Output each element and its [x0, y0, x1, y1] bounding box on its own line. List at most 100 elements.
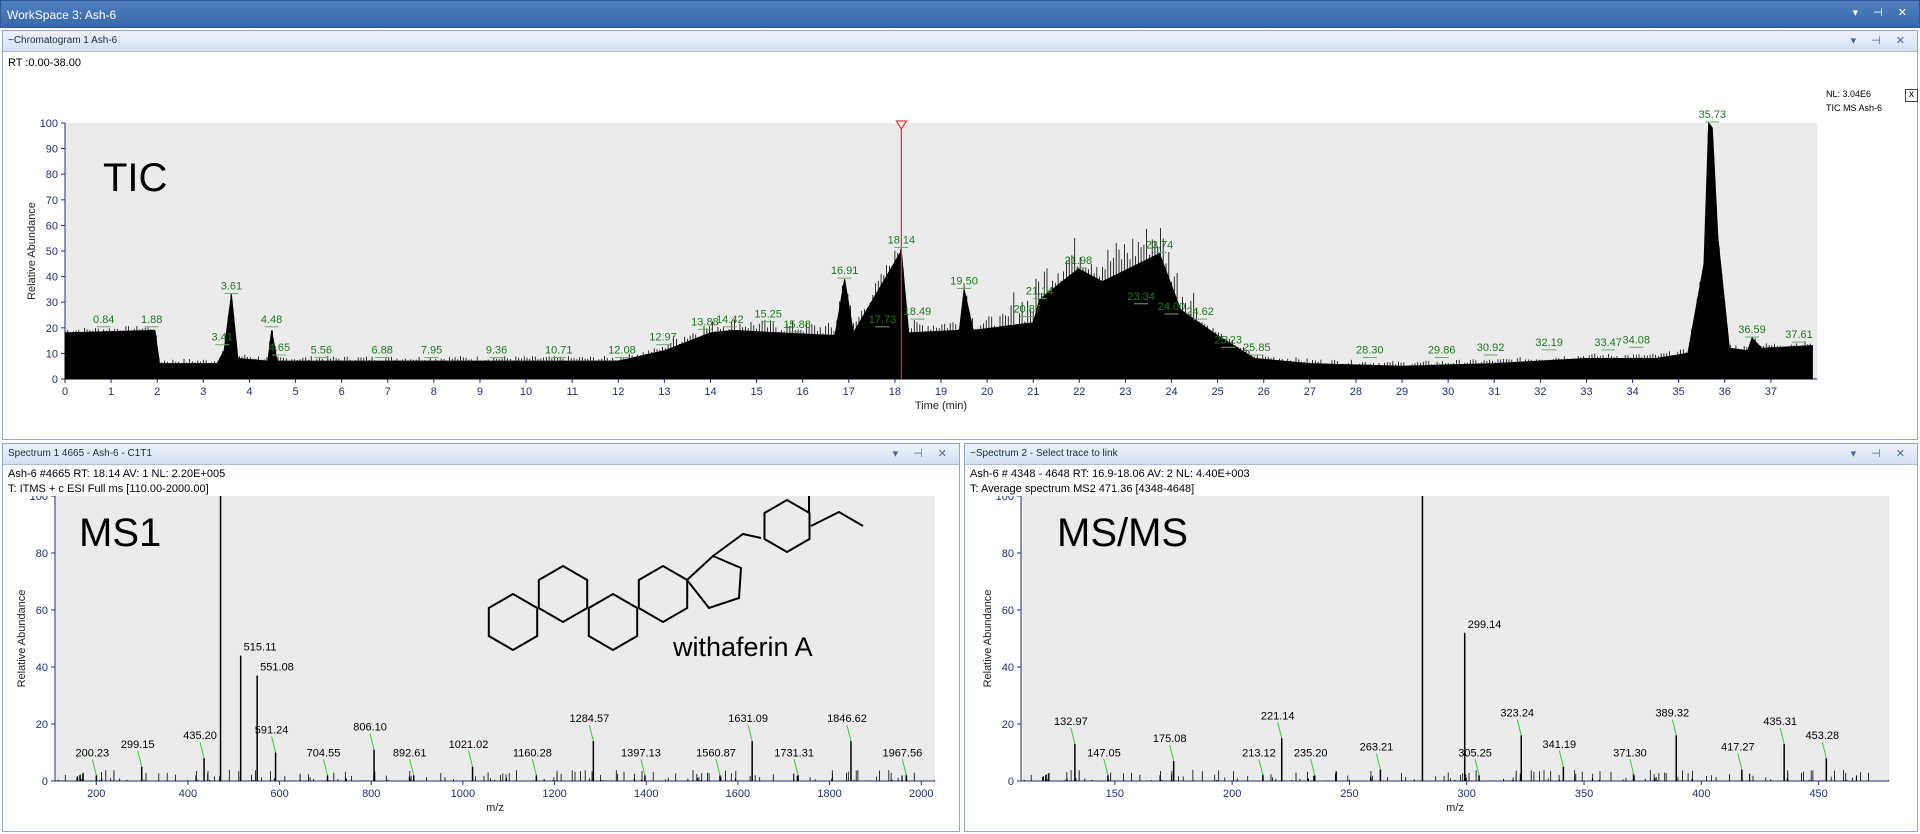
peak-label: 21.98: [1065, 255, 1093, 267]
spectrum1-y-tick-label: 60: [36, 605, 48, 617]
spectrum2-x-tick-label: 300: [1458, 788, 1476, 800]
peak-label: 25.85: [1243, 342, 1271, 354]
spectrum2-peak-label: 417.27: [1721, 742, 1755, 754]
chromatogram-x-tick-label: 4: [246, 386, 252, 398]
spectrum2-peak-label: 299.14: [1468, 619, 1502, 631]
peak-label: 30.92: [1477, 342, 1505, 354]
compound-name: withaferin A: [672, 632, 813, 662]
spectrum2-info-line2: T: Average spectrum MS2 471.36 [4348-464…: [970, 483, 1195, 495]
spectrum2-x-tick-label: 450: [1809, 788, 1827, 800]
peak-label: 6.88: [371, 345, 392, 357]
peak-label: 19.50: [950, 275, 978, 287]
peak-label: 29.86: [1428, 345, 1456, 357]
peak-label: 23.34: [1127, 291, 1155, 303]
spectrum1-x-tick-label: 1600: [726, 788, 750, 800]
spectrum1-y-tick-label: 100: [30, 496, 48, 503]
peak-label: 34.08: [1623, 334, 1651, 346]
spectrum2-peak-leader: [1474, 759, 1480, 776]
spectrum1-y-tick-label: 40: [36, 662, 48, 674]
spectrum1-peak-label: 806.10: [353, 722, 387, 734]
spectrum1-peak-label: 435.20: [183, 730, 217, 742]
spectrum2-peak-leader: [1779, 727, 1785, 745]
spectrum2-y-tick-label: 0: [1008, 776, 1014, 788]
chromatogram-panel-controls[interactable]: ▾ ⊣ ✕: [1850, 35, 1911, 47]
spectrum1-peak-leader: [531, 759, 537, 776]
chromatogram-x-tick-label: 36: [1719, 386, 1731, 398]
spectrum2-peak-label: 132.97: [1054, 716, 1088, 728]
peak-label: 3.41: [212, 332, 233, 344]
chromatogram-x-tick-label: 3: [200, 386, 206, 398]
chromatogram-header-title: ~Chromatogram 1 Ash-6: [8, 35, 118, 46]
spectrum1-peak-label: 1631.09: [728, 713, 768, 725]
spectrum2-y-tick-label: 100: [996, 496, 1014, 503]
peak-label: 12.08: [608, 345, 636, 357]
peak-label: 24.62: [1186, 306, 1214, 318]
workspace-titlebar: WorkSpace 3: Ash-6 ▾ ⊣ ✕: [0, 0, 1920, 28]
peak-label: 28.30: [1356, 345, 1384, 357]
close-trace-icon[interactable]: x: [1905, 89, 1918, 102]
spectrum1-peak-label: 551.08: [260, 662, 294, 674]
spectrum2-peak-leader: [1737, 753, 1743, 770]
spectrum2-peak-leader: [1258, 759, 1264, 776]
spectrum1-peak-leader: [137, 750, 143, 767]
spectrum1-x-axis-label: m/z: [486, 802, 504, 814]
spectrum2-peak-label: 305.25: [1458, 747, 1492, 759]
spectrum1-peak-label: 704.55: [307, 747, 341, 759]
chromatogram-x-tick-label: 22: [1073, 386, 1085, 398]
chromatogram-x-tick-label: 9: [477, 386, 483, 398]
spectrum1-peak-label: 299.15: [121, 739, 155, 751]
spectrum1-peak-leader: [901, 759, 907, 776]
chromatogram-x-tick-label: 19: [935, 386, 947, 398]
spectrum1-x-tick-label: 600: [270, 788, 288, 800]
workspace-window-controls[interactable]: ▾ ⊣ ✕: [1852, 7, 1913, 19]
chromatogram-x-tick-label: 15: [750, 386, 762, 398]
chromatogram-x-tick-label: 21: [1027, 386, 1039, 398]
spectrum1-plot[interactable]: 0 20 40 60 80 100 200 400 600 800 1000 1200 1400 1600…: [3, 496, 959, 832]
spectrum1-x-tick-label: 2000: [909, 788, 933, 800]
spectrum1-info-line2: T: ITMS + c ESI Full ms [110.00-2000.00]: [8, 483, 209, 495]
spectrum1-panel-controls[interactable]: ▾ ⊣ ✕: [892, 448, 953, 460]
chromatogram-x-tick-label: 16: [797, 386, 809, 398]
chromatogram-x-tick-label: 20: [981, 386, 993, 398]
spectrum2-x-tick-label: 200: [1223, 788, 1241, 800]
chromatogram-x-tick-label: 23: [1119, 386, 1131, 398]
spectrum2-x-tick-label: 250: [1340, 788, 1358, 800]
chromatogram-x-tick-label: 7: [385, 386, 391, 398]
chromatogram-x-tick-label: 11: [566, 386, 577, 398]
spectrum1-y-axis-label: Relative Abundance: [16, 590, 28, 688]
chromatogram-x-tick-label: 33: [1580, 386, 1592, 398]
chromatogram-x-tick-label: 8: [431, 386, 437, 398]
nl-info-1: NL: 3.04E6: [1826, 89, 1872, 99]
peak-label: 21.14: [1026, 286, 1054, 298]
chromatogram-x-tick-label: 37: [1765, 386, 1777, 398]
spectrum2-y-tick-label: 60: [1002, 605, 1014, 617]
withaferin-structure: [487, 496, 864, 652]
spectrum2-header: ~Spectrum 2 - Select trace to link ▾ ⊣ ✕: [965, 444, 1917, 465]
spectrum2-panel-controls[interactable]: ▾ ⊣ ✕: [1850, 448, 1911, 460]
spectrum2-plot[interactable]: 0 20 40 60 80 100 150 200 250 300 350 400 450 m/z Rela…: [965, 496, 1917, 832]
peak-label: 4.65: [269, 342, 290, 354]
chromatogram-x-tick-label: 29: [1396, 386, 1408, 398]
spectrum2-peak-label: 435.31: [1763, 716, 1797, 728]
chromatogram-x-tick-label: 1: [108, 386, 114, 398]
spectrum2-x-tick-label: 400: [1692, 788, 1710, 800]
spectrum2-plot-area: [1021, 496, 1889, 781]
spectrum2-peak-label: 371.30: [1613, 747, 1647, 759]
chromatogram-x-tick-label: 2: [154, 386, 160, 398]
spectrum1-x-tick-label: 400: [179, 788, 197, 800]
chromatogram-x-tick-label: 26: [1258, 386, 1270, 398]
spectrum2-peak-leader: [1103, 759, 1109, 776]
peak-label: 5.56: [311, 345, 332, 357]
spectrum1-x-tick-label: 1200: [542, 788, 566, 800]
spectrum2-peak-leader: [1821, 742, 1827, 759]
peak-label: 20.87: [1013, 304, 1041, 316]
peak-label: 9.36: [486, 345, 507, 357]
chromatogram-x-tick-label: 24: [1165, 386, 1177, 398]
spectrum2-peak-label: 221.14: [1261, 710, 1295, 722]
spectrum1-x-tick-label: 800: [362, 788, 380, 800]
spectrum1-x-tick-label: 1800: [817, 788, 841, 800]
rt-range: RT :0.00-38.00: [8, 57, 81, 69]
spectrum2-noise-peaks: [1023, 769, 1890, 781]
spectrum1-peak-leader: [369, 733, 375, 750]
